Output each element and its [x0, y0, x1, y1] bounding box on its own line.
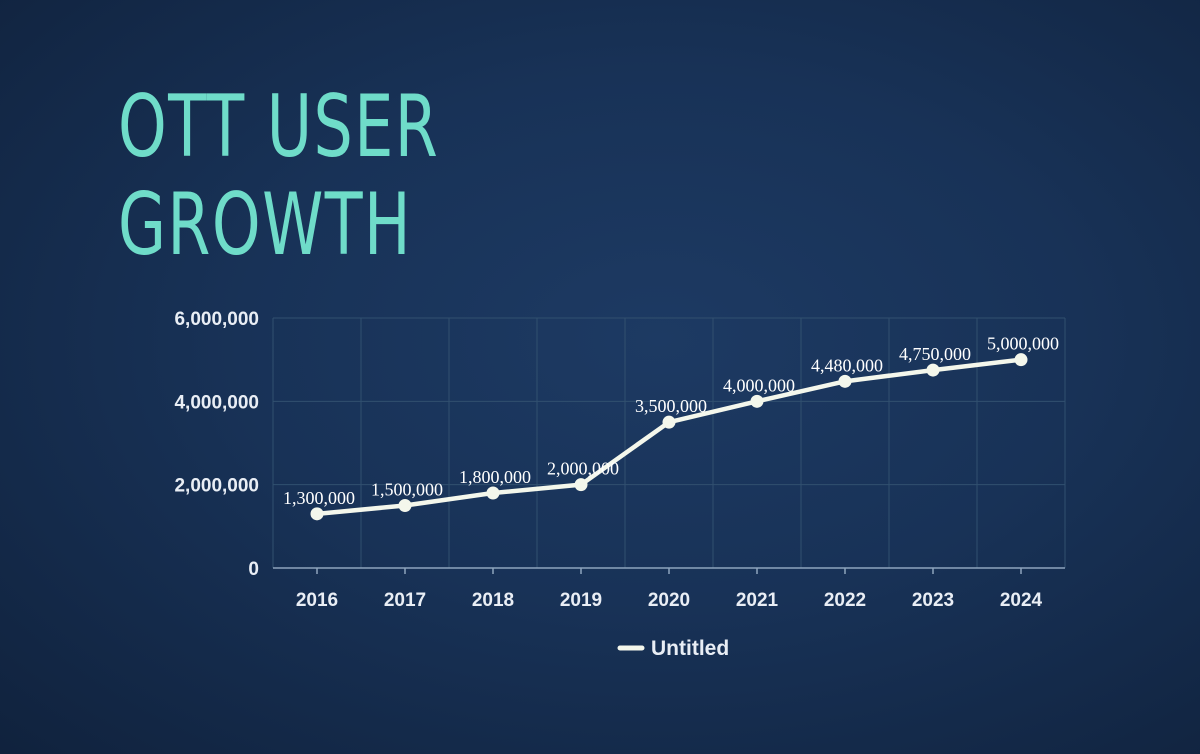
data-point	[398, 499, 412, 512]
y-tick-label: 6,000,000	[174, 309, 259, 330]
data-label: 1,300,000	[283, 488, 355, 508]
data-point	[310, 507, 324, 521]
chart-title: OTT USER GROWTH	[118, 78, 439, 274]
data-label: 3,500,000	[635, 396, 707, 416]
title-line-1: OTT USER	[118, 77, 440, 177]
x-tick-label: 2019	[560, 590, 602, 611]
data-point	[838, 374, 852, 388]
legend-label: Untitled	[651, 637, 729, 660]
data-label: 2,000,000	[547, 459, 619, 479]
x-tick-label: 2022	[824, 590, 866, 611]
x-tick-label: 2017	[384, 590, 426, 611]
x-tick-label: 2016	[296, 590, 338, 611]
x-tick-label: 2020	[648, 590, 690, 611]
data-point	[574, 478, 588, 492]
data-label: 1,500,000	[371, 480, 443, 500]
data-label: 4,000,000	[723, 375, 795, 395]
y-tick-label: 4,000,000	[174, 392, 259, 413]
title-line-2: GROWTH	[118, 175, 412, 275]
data-point	[662, 415, 676, 429]
x-tick-label: 2024	[1000, 590, 1043, 611]
x-tick-label: 2023	[912, 590, 954, 611]
data-label: 4,480,000	[811, 355, 883, 375]
data-point	[1014, 353, 1028, 367]
x-tick-label: 2021	[736, 590, 779, 611]
data-point	[486, 486, 500, 500]
data-label: 5,000,000	[987, 334, 1059, 354]
y-tick-label: 0	[248, 559, 259, 580]
data-label: 1,800,000	[459, 467, 531, 487]
x-tick-label: 2018	[472, 590, 514, 611]
y-tick-label: 2,000,000	[174, 476, 259, 497]
data-label: 4,750,000	[899, 344, 971, 364]
data-point	[750, 394, 764, 408]
data-point	[926, 363, 940, 377]
